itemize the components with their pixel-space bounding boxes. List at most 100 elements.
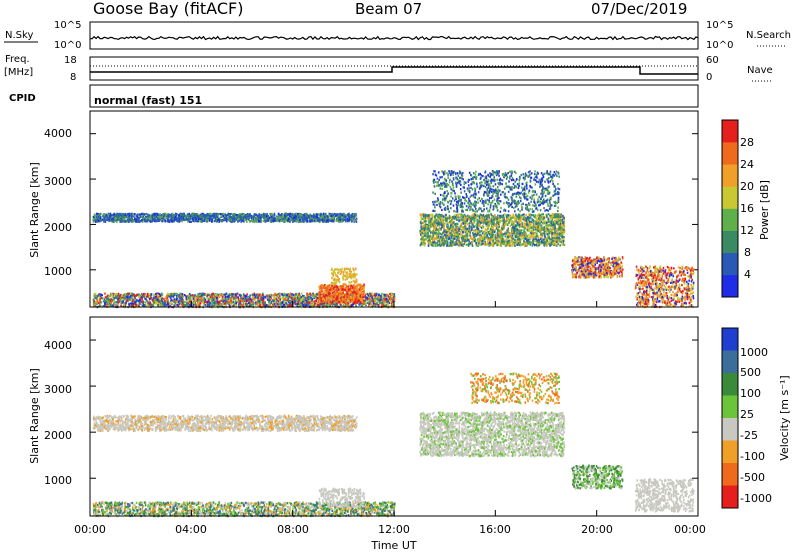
power-cell: [523, 218, 525, 221]
power-cell: [442, 183, 444, 187]
power-cell: [533, 198, 535, 201]
power-cell: [482, 238, 484, 241]
power-cell: [464, 219, 466, 222]
power-cell: [452, 231, 455, 234]
power-cell: [432, 241, 435, 244]
power-cell: [488, 219, 490, 222]
power-cell: [425, 214, 427, 217]
power-cell: [442, 243, 445, 247]
power-cell: [463, 202, 466, 205]
power-cell: [535, 193, 538, 196]
power-cell: [245, 214, 248, 217]
power-cell: [447, 207, 450, 210]
power-cell: [490, 229, 493, 232]
power-cell: [199, 217, 201, 220]
power-cell: [441, 242, 444, 245]
power-cell: [424, 213, 426, 216]
power-cell: [552, 224, 554, 227]
power-cell: [341, 213, 344, 216]
power-cell: [238, 219, 241, 222]
power-cell: [485, 207, 488, 210]
cpid-text: normal (fast) 151: [94, 94, 202, 107]
power-cell: [496, 217, 498, 221]
power-cell: [490, 223, 493, 226]
power-cell: [502, 216, 504, 219]
power-cell: [503, 221, 505, 224]
power-cell: [481, 184, 483, 187]
power-cell: [498, 178, 501, 182]
power-cell: [470, 174, 473, 177]
power-cell: [514, 205, 517, 208]
nsky-trace: [89, 35, 699, 41]
power-cell: [541, 195, 543, 199]
power-cell: [525, 213, 527, 217]
power-cell: [473, 176, 476, 179]
power-cell: [470, 205, 472, 208]
power-cell: [458, 233, 461, 236]
power-cell: [308, 219, 311, 222]
power-cell: [211, 220, 213, 223]
power-cell: [470, 220, 472, 223]
power-cell: [349, 215, 352, 218]
power-cell: [532, 204, 534, 207]
power-cell: [455, 225, 457, 228]
power-cell: [525, 192, 527, 196]
power-cell: [558, 236, 560, 239]
power-cell: [436, 234, 439, 237]
power-cell: [465, 243, 468, 246]
power-cell: [279, 218, 281, 221]
power-cell: [228, 219, 230, 222]
power-cell: [523, 215, 525, 219]
power-cell: [137, 220, 139, 223]
power-cell: [504, 174, 506, 178]
power-cell: [457, 235, 460, 238]
power-cell: [314, 214, 317, 218]
power-cell: [513, 226, 516, 230]
power-cell: [529, 229, 531, 233]
power-cell: [235, 216, 238, 219]
power-cell: [541, 237, 543, 241]
power-cell: [97, 219, 100, 222]
power-cell: [452, 204, 455, 207]
power-cell: [467, 206, 470, 209]
power-cell: [108, 218, 110, 221]
power-cell: [520, 243, 523, 246]
power-cell: [258, 217, 261, 220]
power-cell: [511, 197, 514, 200]
power-cell: [236, 220, 239, 223]
power-cell: [459, 217, 462, 220]
power-cell: [492, 188, 495, 192]
power-cell: [472, 235, 475, 238]
power-cell: [524, 242, 527, 246]
power-cell: [475, 242, 478, 245]
power-cell: [509, 186, 512, 189]
power-cell: [472, 217, 475, 220]
power-cell: [452, 234, 455, 238]
power-cell: [496, 192, 499, 195]
power-cell: [423, 218, 426, 221]
power-cell: [138, 220, 141, 223]
power-cell: [512, 183, 515, 186]
power-cell: [419, 229, 421, 232]
power-cell: [276, 219, 278, 222]
power-cell: [498, 241, 501, 244]
power-cell: [496, 170, 498, 173]
power-cell: [488, 208, 491, 211]
power-cell: [487, 244, 490, 247]
power-cell: [490, 173, 492, 176]
power-cell: [471, 203, 474, 206]
power-cell: [547, 204, 550, 207]
power-cell: [486, 236, 488, 239]
power-cell: [462, 205, 464, 208]
power-cell: [516, 202, 519, 205]
power-cell: [480, 176, 482, 179]
power-cell: [480, 174, 483, 177]
power-cell: [430, 231, 432, 234]
power-cell: [527, 203, 530, 206]
power-cell: [213, 220, 216, 223]
power-cell: [496, 197, 499, 200]
power-cell: [561, 225, 564, 228]
power-cell: [302, 218, 304, 221]
power-cell: [150, 218, 152, 221]
power-cell: [492, 208, 495, 211]
